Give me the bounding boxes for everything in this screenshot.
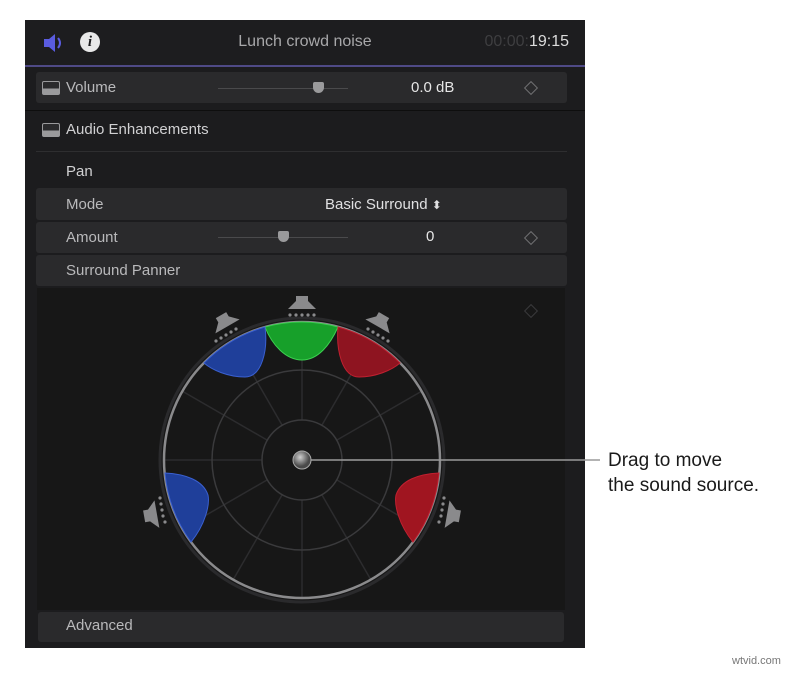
timecode-dim: 00:00: (484, 33, 529, 50)
right-surround-speaker-icon (444, 500, 461, 528)
mode-row (36, 188, 567, 220)
disclosure-icon[interactable] (42, 81, 60, 95)
callout-line-1: Drag to move (608, 450, 723, 471)
left-channel-lobe (203, 326, 267, 378)
audio-enhancements-label[interactable]: Audio Enhancements (66, 121, 209, 138)
advanced-label[interactable]: Advanced (66, 617, 133, 634)
center-speaker-icon (288, 296, 316, 309)
right-speaker-icon (365, 312, 390, 334)
callout-line-2: the sound source. (608, 475, 760, 496)
mode-value: Basic Surround (325, 196, 428, 213)
info-icon[interactable]: i (80, 32, 100, 52)
amount-value[interactable]: 0 (426, 228, 435, 245)
right-channel-lobe (337, 326, 401, 378)
timecode: 00:00:19:15 (484, 33, 569, 51)
disclosure-icon[interactable] (42, 123, 60, 137)
updown-chevron-icon: ⬍ (431, 198, 442, 212)
pan-label: Pan (66, 163, 93, 180)
volume-slider[interactable] (218, 88, 348, 89)
mode-label: Mode (66, 196, 104, 213)
callout-text: Drag to move the sound source. (608, 448, 759, 498)
inspector-header (25, 20, 585, 67)
volume-label: Volume (66, 79, 117, 96)
volume-row (36, 72, 567, 103)
right-surround-lobe (395, 472, 440, 543)
left-speaker-icon (215, 312, 240, 334)
volume-value[interactable]: 0.0 dB (411, 79, 455, 96)
left-surround-speaker-icon (143, 500, 160, 528)
surround-panner-label: Surround Panner (66, 262, 181, 279)
speaker-level-dots (158, 313, 446, 524)
sound-source-puck (292, 450, 312, 470)
surround-panner-row (36, 255, 567, 286)
speaker-icon[interactable] (42, 32, 66, 54)
left-surround-lobe (164, 472, 209, 543)
timecode-value: 19:15 (528, 33, 569, 50)
watermark: wtvid.com (732, 655, 781, 667)
amount-label: Amount (66, 229, 118, 246)
mode-popup[interactable]: Basic Surround ⬍ (325, 196, 442, 213)
advanced-row[interactable] (38, 612, 564, 642)
center-channel-lobe (264, 321, 339, 361)
clip-title: Lunch crowd noise (238, 33, 372, 50)
volume-slider-thumb[interactable] (313, 82, 324, 93)
amount-slider-thumb[interactable] (278, 231, 289, 242)
